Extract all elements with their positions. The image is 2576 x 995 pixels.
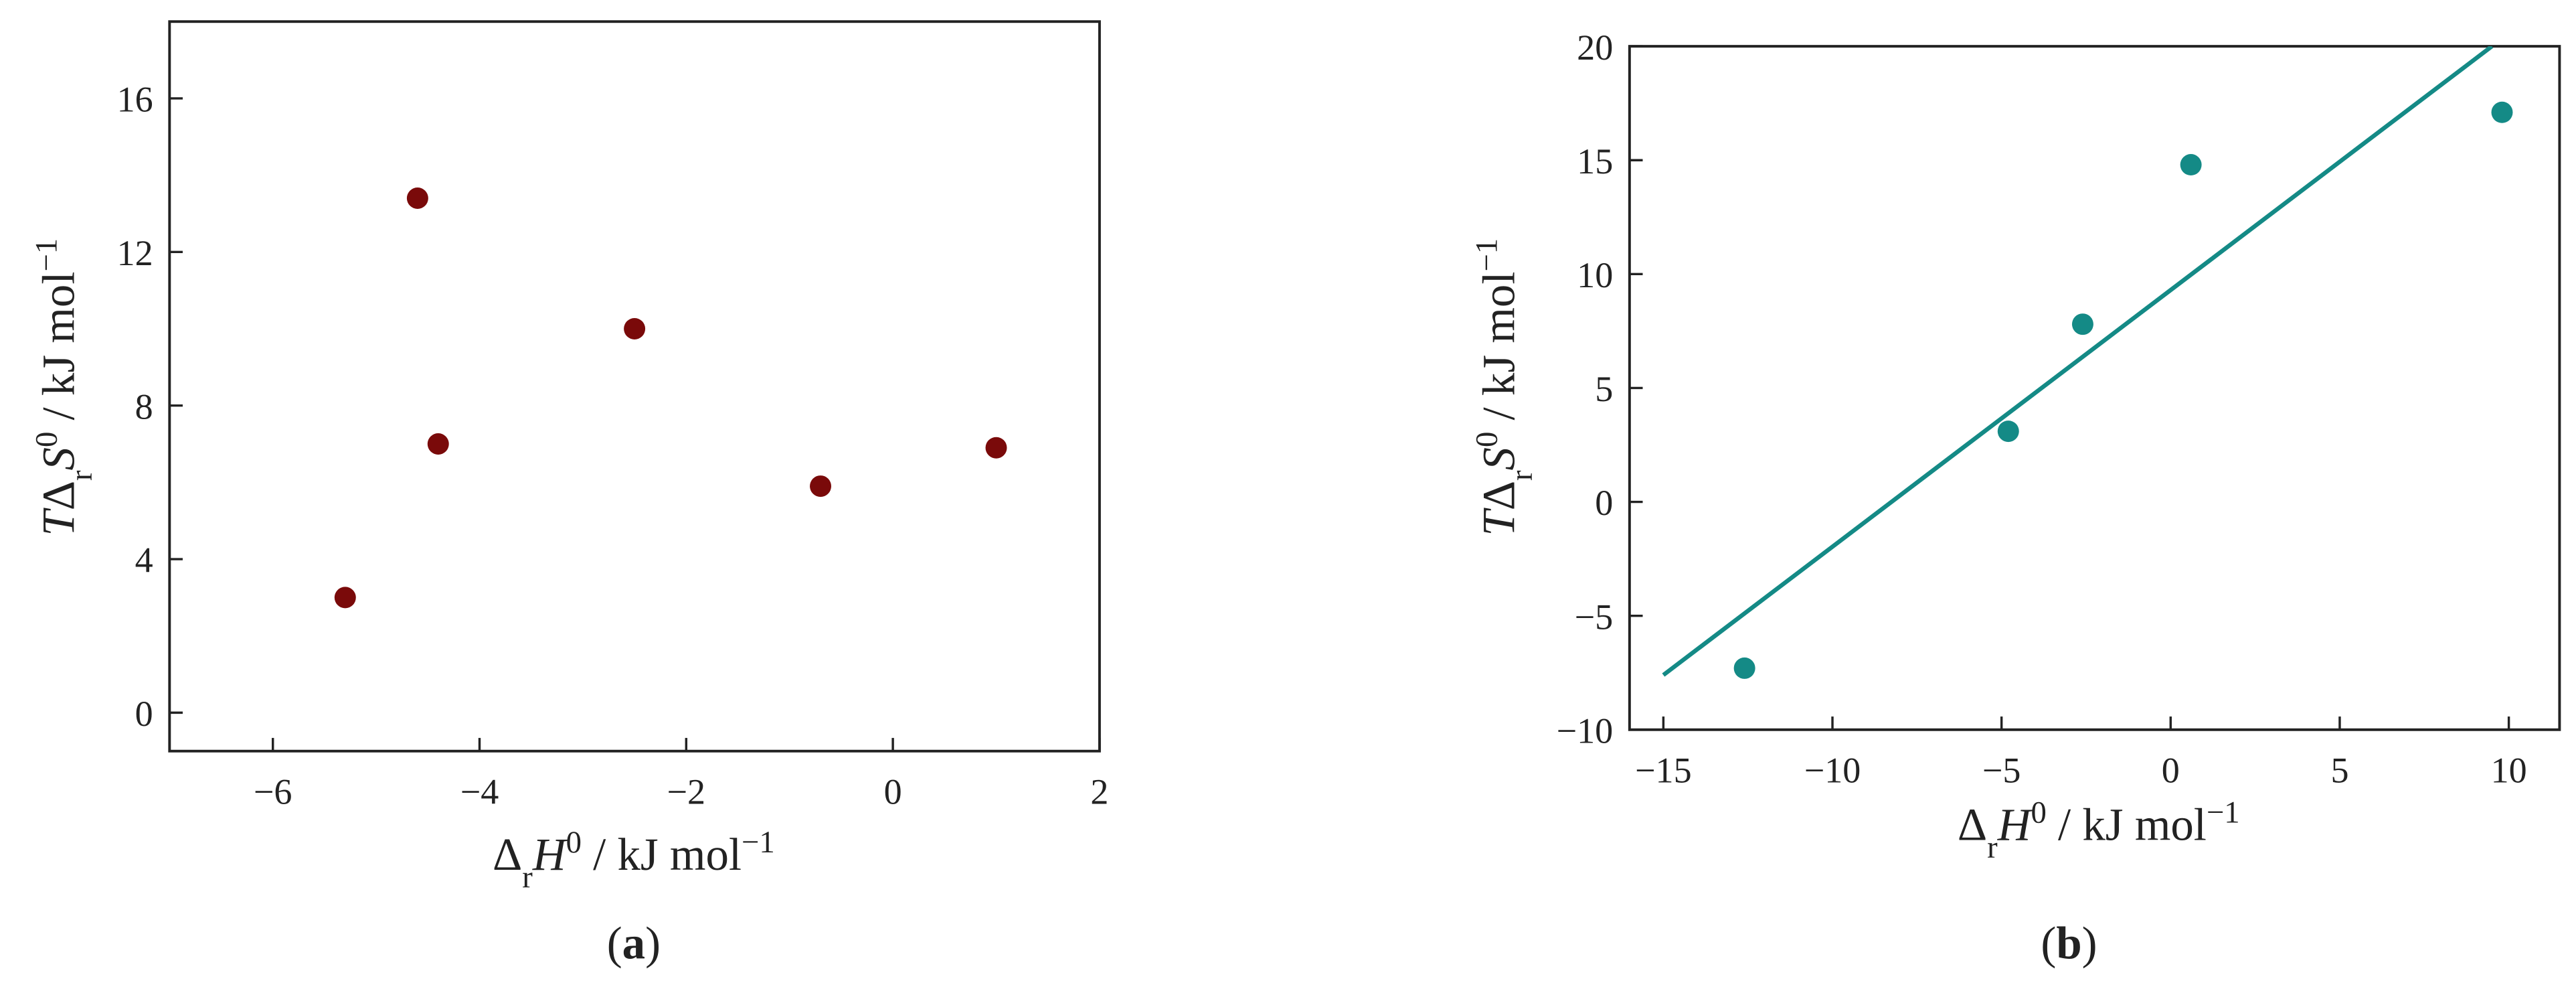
label-part: ( (2041, 918, 2056, 969)
label-part: S (1474, 447, 1525, 470)
y-tick-label: 12 (117, 233, 153, 273)
panel-label: (a) (607, 918, 661, 969)
label-part: b (2056, 918, 2081, 969)
label-part: 0 (29, 432, 64, 447)
x-axis-label: ΔrH0 / kJ mol−1 (1958, 795, 2240, 865)
y-tick-label: −10 (1557, 710, 1614, 751)
y-tick-label: 20 (1577, 27, 1613, 68)
x-tick-label: −4 (460, 771, 499, 812)
x-tick-label: 5 (2330, 750, 2348, 790)
label-part: ( (607, 918, 622, 969)
y-tick-label: 0 (1595, 483, 1613, 523)
data-point (624, 317, 646, 339)
label-part: ) (2082, 918, 2097, 969)
x-tick-label: −15 (1635, 750, 1692, 790)
data-point (2491, 101, 2513, 123)
y-tick-label: 8 (135, 386, 153, 427)
label-part: / kJ mol (33, 272, 84, 432)
label-part: Δ (33, 481, 84, 510)
label-part: a (622, 918, 645, 969)
label-part: r (1987, 830, 1998, 865)
label-part: T (33, 508, 84, 536)
label-part: 0 (566, 825, 582, 860)
label-part: ) (645, 918, 661, 969)
plot-frame (168, 20, 1101, 753)
plot-frame (1628, 45, 2561, 731)
data-point (2180, 154, 2202, 176)
label-part: T (1474, 508, 1525, 536)
y-tick-label: 0 (135, 694, 153, 734)
data-point (2071, 313, 2093, 335)
label-part: S (33, 447, 84, 470)
data-point (810, 475, 832, 497)
fit-line (1662, 46, 2494, 677)
y-tick-label: 10 (1577, 255, 1613, 295)
y-axis-label: TΔrS0 / kJ mol−1 (29, 238, 99, 536)
panel-label: (b) (2041, 918, 2097, 969)
label-part: / kJ mol (2047, 799, 2207, 850)
label-part: −1 (2207, 795, 2240, 830)
data-point (406, 187, 428, 209)
data-point (1733, 657, 1755, 679)
label-part: r (522, 860, 533, 895)
y-tick-label: 15 (1577, 141, 1613, 181)
x-tick-label: 2 (1090, 771, 1108, 812)
y-tick-label: 16 (117, 80, 153, 120)
label-part: / kJ mol (1474, 272, 1525, 432)
x-tick-label: 0 (2162, 750, 2180, 790)
label-part: r (64, 470, 99, 481)
y-axis-label: TΔrS0 / kJ mol−1 (1470, 238, 1539, 536)
label-part: H (532, 829, 568, 880)
label-part: Δ (1958, 799, 1987, 850)
y-tick-label: 4 (135, 540, 153, 581)
label-part: / kJ mol (582, 829, 742, 880)
x-tick-label: −6 (254, 771, 292, 812)
data-point (427, 433, 449, 455)
label-part: −1 (1470, 238, 1505, 272)
label-part: H (1997, 799, 2033, 850)
label-part: −1 (742, 825, 775, 860)
data-point (334, 587, 356, 609)
label-part: 0 (2031, 795, 2046, 830)
x-tick-label: 0 (884, 771, 902, 812)
x-axis-label: ΔrH0 / kJ mol−1 (493, 825, 775, 895)
data-point (985, 437, 1007, 459)
x-tick-label: −10 (1804, 750, 1861, 790)
x-tick-label: 10 (2491, 750, 2527, 790)
x-tick-label: −5 (1982, 750, 2021, 790)
y-tick-label: −5 (1575, 597, 1614, 637)
y-tick-label: 5 (1595, 369, 1613, 409)
label-part: −1 (29, 238, 64, 272)
data-point (1997, 420, 2019, 443)
label-part: Δ (1474, 481, 1525, 510)
label-part: r (1505, 470, 1539, 481)
label-part: Δ (493, 829, 522, 880)
label-part: 0 (1470, 432, 1505, 447)
x-tick-label: −2 (667, 771, 706, 812)
